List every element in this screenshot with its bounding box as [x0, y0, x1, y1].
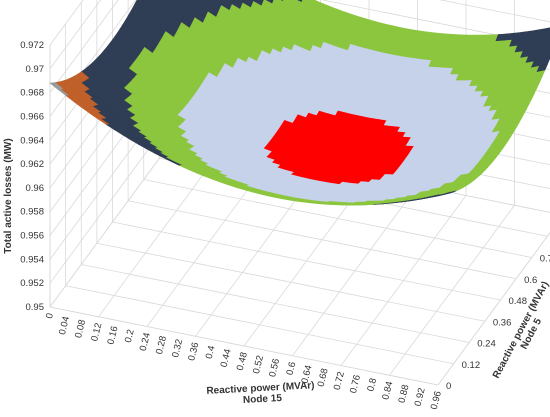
x-tick-label: 0.92 [413, 387, 428, 408]
x-tick-label: 0.28 [154, 335, 169, 356]
x-tick-label: 0.12 [89, 322, 104, 343]
x-tick-label: 0.4 [204, 345, 218, 360]
x-tick-label: 0.72 [332, 371, 347, 392]
x-tick-label: 0.8 [365, 377, 379, 392]
surface-plot [49, 0, 550, 206]
x-tick-label: 0.6 [285, 361, 299, 376]
z-tick-label: 0.956 [20, 231, 44, 242]
z-tick-label: 0.952 [20, 278, 44, 289]
floor-gridline [143, 179, 532, 258]
z-tick-label: 0.95 [26, 302, 45, 313]
z-tick-label: 0.954 [20, 254, 44, 265]
x-tick-label: 0.84 [380, 380, 395, 401]
x-tick-label: 0.04 [57, 315, 72, 336]
surface-facet [546, 40, 550, 48]
back-wall-gridline [439, 0, 550, 23]
y-axis-title: Reactive power (MVAr) Node 5 [491, 277, 550, 385]
x-tick-label: 0.08 [73, 319, 88, 340]
x-tick-label: 0.76 [348, 374, 363, 395]
floor-gridline [112, 221, 501, 301]
x-tick-label: 0.56 [267, 358, 282, 379]
y-tick-label: 0 [446, 381, 451, 392]
z-tick-label: 0.968 [20, 88, 44, 99]
x-tick-label: 0.16 [105, 325, 120, 346]
y-tick-label: 0.72 [540, 254, 550, 265]
left-wall-gridline [49, 0, 102, 70]
left-wall-gridline [49, 0, 84, 46]
floor-gridline [96, 242, 485, 322]
x-tick-label: 0.36 [186, 341, 201, 362]
y-tick-label: 0.36 [493, 317, 512, 328]
x-tick-label: 0.32 [170, 338, 185, 359]
x-tick-label: 0.68 [316, 367, 331, 388]
y-axis-line [437, 232, 550, 386]
y-tick-label: 0.6 [524, 275, 537, 286]
z-tick-label: 0.972 [20, 40, 44, 51]
z-tick-label: 0.962 [20, 159, 44, 170]
x-tick-label: 0.48 [235, 351, 250, 372]
x-axis-title-line2: Node 15 [243, 393, 283, 406]
floor-gridline [65, 285, 454, 365]
y-axis-ticks: 00.120.240.360.480.60.720.840.96 [446, 254, 550, 393]
x-tick-label: 0.52 [251, 354, 266, 375]
z-tick-label: 0.966 [20, 111, 44, 122]
x-tick-label: 0 [44, 312, 56, 320]
x-tick-label: 0.24 [138, 332, 153, 353]
z-tick-label: 0.96 [26, 183, 45, 194]
surface-facet [429, 194, 441, 197]
x-tick-label: 0.96 [429, 390, 444, 411]
floor-gridline [81, 264, 470, 343]
x-tick-label: 0.2 [123, 328, 137, 343]
y-tick-label: 0.12 [462, 360, 481, 371]
x-tick-label: 0.44 [219, 348, 234, 369]
x-axis-title: Reactive power (MVAr) Node 15 [206, 380, 318, 408]
x-tick-label: 0.64 [299, 364, 314, 385]
x-axis-line [49, 306, 439, 386]
z-axis-ticks: 0.95 0.952 0.954 0.956 0.958 0.96 0.962 0.964 0.… [20, 40, 44, 313]
floor-gridline [128, 200, 517, 280]
z-axis-title: Total active losses (MW) [3, 138, 14, 253]
y-tick-label: 0.24 [477, 339, 496, 350]
z-tick-label: 0.964 [20, 135, 44, 146]
x-tick-label: 0.88 [396, 384, 411, 405]
z-tick-label: 0.958 [20, 207, 44, 218]
z-tick-label: 0.97 [26, 64, 45, 75]
x-axis-ticks: 0 0.04 0.08 0.12 0.16 0.2 0.24 0.28 0.32 0.36 0.4 0… [44, 312, 444, 411]
y-tick-label: 0.48 [509, 296, 528, 307]
y-axis-title-line1: Reactive power (MVAr) [491, 280, 550, 381]
